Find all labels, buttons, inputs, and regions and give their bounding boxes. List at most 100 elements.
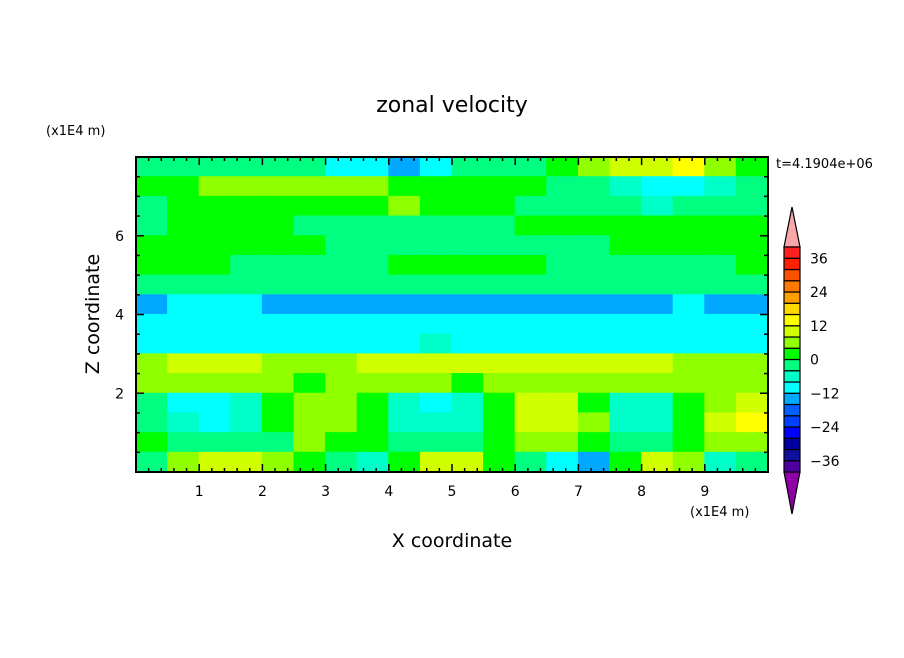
contour-cell xyxy=(735,392,768,414)
contour-cell xyxy=(514,195,548,217)
contour-cell xyxy=(136,157,169,178)
colorbar-swatch xyxy=(783,403,801,417)
contour-cell xyxy=(451,412,485,434)
contour-cell xyxy=(167,353,200,375)
contour-cell xyxy=(577,294,611,315)
contour-cell xyxy=(609,254,643,276)
colorbar-swatch xyxy=(783,460,801,473)
contour-field xyxy=(136,157,768,472)
contour-cell xyxy=(136,254,169,276)
contour-cell xyxy=(735,176,768,197)
contour-cell xyxy=(451,432,485,453)
contour-cell xyxy=(198,294,232,315)
contour-cell xyxy=(609,294,643,315)
contour-cell xyxy=(293,157,327,178)
contour-cell xyxy=(514,451,548,472)
contour-cell xyxy=(609,412,643,434)
contour-cell xyxy=(261,176,295,197)
contour-cell xyxy=(293,333,327,355)
contour-cell xyxy=(419,235,453,256)
contour-cell xyxy=(293,314,327,335)
contour-cell xyxy=(546,176,579,197)
contour-cell xyxy=(577,412,611,434)
colorbar-swatch xyxy=(783,336,801,349)
contour-cell xyxy=(546,274,579,296)
contour-cell xyxy=(388,195,421,217)
contour-cell xyxy=(672,235,706,256)
contour-cell xyxy=(167,215,200,237)
contour-cell xyxy=(293,215,327,237)
contour-cell xyxy=(704,412,737,434)
contour-cell xyxy=(356,274,390,296)
contour-cell xyxy=(419,176,453,197)
contour-cell xyxy=(261,235,295,256)
contour-cell xyxy=(136,215,169,237)
colorbar-label: −24 xyxy=(810,420,840,436)
contour-cell xyxy=(167,373,200,394)
y-axis-label: Z coordinate xyxy=(82,254,104,374)
contour-cell xyxy=(325,215,358,237)
contour-cell xyxy=(198,451,232,472)
contour-cell xyxy=(261,392,295,414)
contour-cell xyxy=(230,432,263,453)
contour-cell xyxy=(388,176,421,197)
colorbar-label: −36 xyxy=(810,454,840,470)
contour-cell xyxy=(609,215,643,237)
colorbar-over-triangle xyxy=(783,206,801,248)
contour-cell xyxy=(136,176,169,197)
contour-cell xyxy=(136,353,169,375)
contour-cell xyxy=(356,432,390,453)
contour-cell xyxy=(483,274,516,296)
colorbar: 36 24 12 0 −12 −24 −36 xyxy=(783,206,840,515)
x-axis-label: X coordinate xyxy=(392,530,512,552)
contour-cell xyxy=(136,333,169,355)
x-tick-labels: 1 2 3 4 5 6 7 8 9 xyxy=(195,484,710,500)
contour-cell xyxy=(577,333,611,355)
contour-cell xyxy=(483,215,516,237)
contour-cell xyxy=(577,235,611,256)
contour-cell xyxy=(136,412,169,434)
contour-cell xyxy=(167,294,200,315)
contour-cell xyxy=(198,235,232,256)
x-tick-label: 5 xyxy=(448,484,457,500)
contour-cell xyxy=(261,353,295,375)
contour-cell xyxy=(641,215,674,237)
contour-cell xyxy=(451,392,485,414)
contour-cell xyxy=(167,314,200,335)
contour-cell xyxy=(641,176,674,197)
contour-cell xyxy=(167,451,200,472)
contour-cell xyxy=(514,432,548,453)
contour-cell xyxy=(167,176,200,197)
contour-cell xyxy=(641,235,674,256)
contour-cell xyxy=(672,333,706,355)
contour-cell xyxy=(356,412,390,434)
contour-cell xyxy=(704,254,737,276)
contour-cell xyxy=(198,412,232,434)
contour-cell xyxy=(356,157,390,178)
contour-cell xyxy=(672,254,706,276)
contour-cell xyxy=(261,432,295,453)
contour-cell xyxy=(230,176,263,197)
contour-cell xyxy=(356,451,390,472)
x-tick-label: 1 xyxy=(195,484,204,500)
colorbar-swatch xyxy=(783,381,801,394)
contour-cell xyxy=(388,274,421,296)
contour-cell xyxy=(167,195,200,217)
contour-cell xyxy=(577,314,611,335)
contour-cell xyxy=(419,195,453,217)
contour-cell xyxy=(293,412,327,434)
contour-cell xyxy=(577,195,611,217)
axis-ticks xyxy=(135,156,769,473)
contour-cell xyxy=(230,412,263,434)
contour-cell xyxy=(419,353,453,375)
colorbar-swatch xyxy=(783,268,801,282)
contour-cell xyxy=(419,412,453,434)
contour-cell xyxy=(577,432,611,453)
x-tick-label: 6 xyxy=(511,484,520,500)
contour-cell xyxy=(672,314,706,335)
contour-cell xyxy=(704,294,737,315)
colorbar-label: 0 xyxy=(810,353,819,369)
y-tick-labels: 2 4 6 xyxy=(115,229,124,403)
contour-cell xyxy=(577,274,611,296)
contour-cell xyxy=(419,392,453,414)
